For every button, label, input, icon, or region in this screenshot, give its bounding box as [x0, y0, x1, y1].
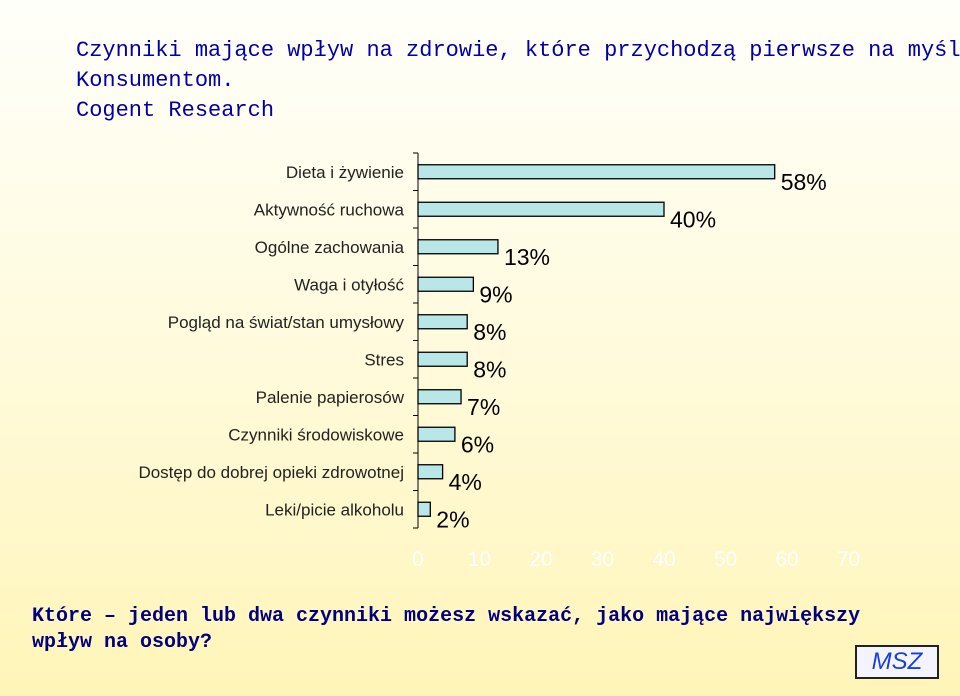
category-label: Dieta i żywienie — [286, 163, 404, 182]
data-label: 8% — [473, 356, 506, 382]
data-label: 8% — [473, 319, 506, 345]
category-label: Palenie papierosów — [256, 388, 405, 407]
msz-badge: MSZ — [855, 645, 939, 679]
bar — [417, 464, 444, 480]
data-label: 40% — [670, 206, 716, 232]
bar — [417, 164, 776, 180]
bar — [417, 501, 431, 517]
bar-chart: Dieta i żywienie 58% Aktywność ruchowa 40% O… — [138, 152, 860, 571]
bar — [417, 426, 456, 442]
bar — [417, 239, 499, 255]
bar — [417, 351, 468, 367]
data-label: 13% — [504, 244, 550, 270]
data-label: 2% — [436, 506, 469, 532]
survey-question: Które – jeden lub dwa czynniki możesz ws… — [32, 605, 861, 654]
x-tick-label: 10 — [468, 548, 491, 571]
data-label: 9% — [479, 281, 512, 307]
category-label: Stres — [364, 350, 404, 369]
x-tick-label: 70 — [837, 548, 860, 571]
data-label: 58% — [781, 169, 827, 195]
category-label: Dostęp do dobrej opieki zdrowotnej — [138, 463, 404, 482]
category-label: Ogólne zachowania — [255, 238, 405, 257]
x-tick-label: 40 — [652, 548, 675, 571]
x-tick-label: 50 — [714, 548, 737, 571]
bar — [417, 389, 462, 405]
bar — [417, 314, 468, 330]
category-label: Leki/picie alkoholu — [265, 500, 404, 519]
title-line-2: Konsumentom. — [76, 68, 235, 93]
data-label: 7% — [467, 394, 500, 420]
bar — [417, 276, 474, 292]
title-line-1: Czynniki mające wpływ na zdrowie, które … — [76, 38, 960, 63]
data-label: 6% — [461, 431, 494, 457]
title-line-3: Cogent Research — [76, 98, 275, 123]
category-label: Pogląd na świat/stan umysłowy — [168, 313, 405, 332]
chart-title: Czynniki mające wpływ na zdrowie, które … — [76, 36, 960, 126]
x-tick-label: 60 — [775, 548, 798, 571]
bar — [417, 201, 665, 217]
data-label: 4% — [449, 469, 482, 495]
category-label: Aktywność ruchowa — [254, 200, 405, 219]
category-label: Waga i otyłość — [294, 275, 404, 294]
x-tick-label: 30 — [591, 548, 614, 571]
category-label: Czynniki środowiskowe — [228, 425, 404, 444]
x-tick-label: 0 — [412, 548, 424, 571]
x-tick-label: 20 — [529, 548, 552, 571]
